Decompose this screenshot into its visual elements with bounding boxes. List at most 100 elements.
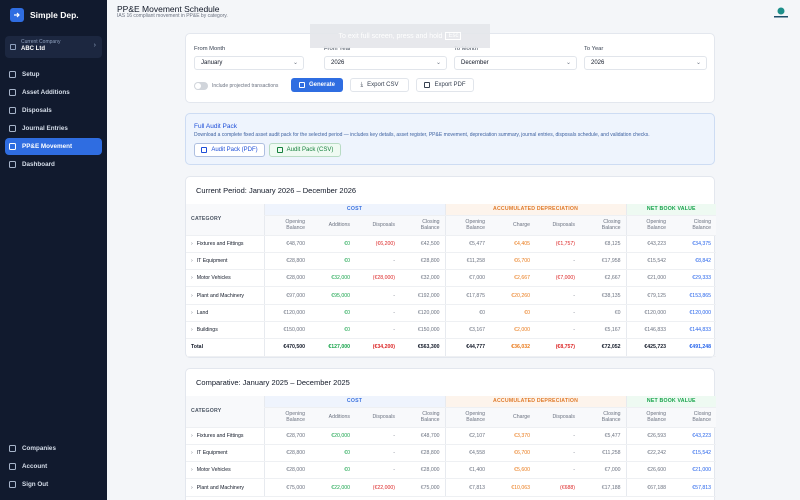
from-month-select[interactable]: January ⌄ [194, 56, 304, 70]
row-category-label: Land [196, 309, 209, 316]
from-month-value: January [201, 60, 223, 66]
table-cell: - [535, 427, 581, 445]
file-icon [424, 82, 431, 88]
table-cell: €22,000 [310, 478, 355, 497]
table-cell: €5,477 [580, 427, 627, 445]
total-cell: €72,052 [580, 338, 627, 357]
row-category-label: IT Equipment [196, 257, 228, 264]
chevron-right-icon[interactable]: › [191, 484, 193, 491]
company-switcher[interactable]: Current Company ABC Ltd › [5, 36, 102, 58]
chevron-right-icon[interactable]: › [191, 432, 193, 439]
from-year-select[interactable]: 2026 ⌄ [324, 56, 447, 70]
nav-item-label: Sign Out [22, 481, 49, 488]
total-cell: (€34,200) [355, 338, 400, 357]
table-row[interactable]: › Land €120,000 €0- €120,000 €0 €0- €0 €120,000 €… [186, 304, 717, 322]
nav-item-disposals[interactable]: Disposals [5, 102, 102, 119]
to-month-value: December [461, 60, 489, 66]
row-category: › Motor Vehicles [186, 461, 264, 480]
table-row[interactable]: › Plant and Machinery €97,000 €95,000- €192,… [186, 286, 717, 305]
table-cell: €2,000 [490, 321, 536, 340]
table-cell: €28,000 [263, 461, 310, 480]
nav-item-dashboard[interactable]: Dashboard [5, 156, 102, 173]
total-cell: (€8,757) [535, 338, 581, 357]
nav-item-setup[interactable]: Setup [5, 66, 102, 83]
filters-card: From Month January ⌄ From Year 2026 ⌄ To M… [185, 33, 715, 103]
nav-item-account[interactable]: Account [5, 458, 102, 475]
table-cell: €17,958 [580, 252, 627, 271]
table-cell: €79,125 [625, 286, 672, 305]
table-cell: €5,600 [490, 461, 536, 480]
table-cell: €28,800 [400, 444, 446, 463]
chevron-down-icon: ⌄ [695, 60, 701, 66]
sign-out-icon [9, 481, 16, 488]
col-header: Charge [490, 407, 536, 428]
table-cell: €34,375 [671, 235, 717, 253]
nav-item-journal-entries[interactable]: Journal Entries [5, 120, 102, 137]
export-pdf-button[interactable]: Export PDF [416, 78, 474, 92]
table-cell: €67,188 [625, 478, 672, 497]
col-header: Closing Balance [580, 215, 627, 236]
table-row[interactable]: › Buildings €150,000 €0- €150,000 €3,167 €2,00… [186, 321, 717, 340]
nav-item-label: Account [22, 463, 48, 470]
table-cell: (€28,000) [355, 269, 400, 288]
to-year-field: To Year [584, 46, 603, 52]
chevron-right-icon[interactable]: › [191, 309, 193, 316]
chevron-down-icon: ⌄ [435, 60, 441, 66]
generate-button[interactable]: Generate [291, 78, 343, 92]
nav-item-ppe-movement[interactable]: PP&E Movement [5, 138, 102, 155]
export-csv-button[interactable]: ⤓ Export CSV [350, 78, 409, 92]
brand[interactable]: Simple Dep. [0, 0, 107, 30]
chevron-right-icon[interactable]: › [191, 449, 193, 456]
table-cell: €48,700 [400, 427, 446, 445]
table-row[interactable]: › IT Equipment €28,800 €0- €28,800 €4,558 €6,7… [186, 444, 717, 463]
to-month-select[interactable]: December ⌄ [454, 56, 577, 70]
to-month-label: To Month [454, 46, 478, 52]
trash-icon [9, 107, 16, 114]
nav-item-sign-out[interactable]: Sign Out [5, 476, 102, 493]
table-row[interactable]: › Motor Vehicles €28,000 €32,000 (€28,000) €3… [186, 269, 717, 288]
table-cell: €7,813 [444, 478, 491, 497]
table-cell: €21,000 [625, 269, 672, 288]
table-row[interactable]: › Fixtures and Fittings €28,700 €20,000- €48… [186, 427, 717, 445]
company-logo-icon [772, 6, 790, 20]
col-header: Disposals [535, 407, 581, 428]
group-header-cost: COST [263, 204, 446, 216]
table-cell: €150,000 [263, 321, 310, 340]
table-row[interactable]: › Motor Vehicles €28,000 €0- €28,000 €1,400 €5… [186, 461, 717, 480]
table-cell: €11,258 [444, 252, 491, 271]
to-year-value: 2026 [591, 60, 605, 66]
audit-pack-pdf-button[interactable]: Audit Pack (PDF) [194, 143, 265, 157]
audit-pack-csv-button[interactable]: Audit Pack (CSV) [269, 143, 341, 157]
table-cell: - [535, 461, 581, 480]
nav-item-companies[interactable]: Companies [5, 440, 102, 457]
chevron-right-icon[interactable]: › [191, 292, 193, 299]
total-cell: €563,300 [400, 338, 446, 357]
table-cell: €20,000 [310, 427, 355, 445]
table-row[interactable]: › Fixtures and Fittings €48,700 €0 (€6,200) €… [186, 235, 717, 253]
chevron-right-icon[interactable]: › [191, 257, 193, 264]
table-cell: €8,125 [580, 235, 627, 253]
chevron-right-icon[interactable]: › [191, 240, 193, 247]
chevron-right-icon[interactable]: › [191, 327, 193, 334]
table-row[interactable]: › Plant and Machinery €75,000 €22,000 (€22,0… [186, 478, 717, 497]
nav-item-asset-additions[interactable]: Asset Additions [5, 84, 102, 101]
table-cell: €28,800 [263, 252, 310, 271]
chevron-right-icon[interactable]: › [191, 275, 193, 282]
table-cell: €28,000 [400, 461, 446, 480]
dashboard-icon [9, 161, 16, 168]
table-cell: €32,000 [310, 269, 355, 288]
include-projected-toggle[interactable] [194, 82, 208, 90]
table-cell: €26,600 [625, 461, 672, 480]
nav-item-label: Disposals [22, 107, 52, 114]
table-cell: €2,107 [444, 427, 491, 445]
table-cell: €15,542 [671, 444, 717, 463]
total-cell: €44,777 [444, 338, 491, 357]
table-cell: €11,258 [580, 444, 627, 463]
table-cell: €0 [490, 304, 536, 322]
to-year-select[interactable]: 2026 ⌄ [584, 56, 707, 70]
chevron-right-icon[interactable]: › [191, 467, 193, 474]
total-label: Total [186, 338, 264, 357]
table-cell: €1,400 [444, 461, 491, 480]
table-cell: €17,875 [444, 286, 491, 305]
table-row[interactable]: › IT Equipment €28,800 €0- €28,800 €11,258 €6,… [186, 252, 717, 271]
